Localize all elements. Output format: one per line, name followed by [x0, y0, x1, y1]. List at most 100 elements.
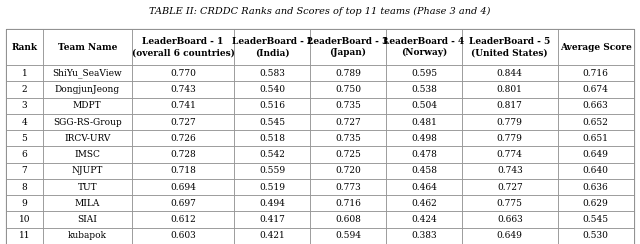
Bar [132, 146, 234, 163]
Bar [557, 29, 634, 65]
Text: 0.726: 0.726 [170, 134, 196, 143]
Bar [557, 146, 634, 163]
Text: Team Name: Team Name [58, 43, 117, 52]
Bar [462, 195, 557, 212]
Text: 0.801: 0.801 [497, 85, 523, 94]
Text: 0.741: 0.741 [170, 101, 196, 110]
Bar [234, 81, 310, 98]
Text: 0.640: 0.640 [582, 166, 609, 175]
Text: 0.542: 0.542 [259, 150, 285, 159]
Bar [6, 29, 43, 65]
Text: 0.652: 0.652 [582, 118, 609, 126]
Text: 9: 9 [22, 199, 28, 208]
Bar [557, 163, 634, 179]
Bar [462, 130, 557, 146]
Bar [310, 98, 386, 114]
Bar [310, 195, 386, 212]
Text: 0.716: 0.716 [582, 69, 609, 78]
Bar [43, 228, 132, 244]
Text: LeaderBoard - 1
(overall 6 countries): LeaderBoard - 1 (overall 6 countries) [132, 37, 234, 57]
Bar [132, 228, 234, 244]
Text: 0.779: 0.779 [497, 118, 523, 126]
Text: LeaderBoard - 2
(India): LeaderBoard - 2 (India) [232, 37, 313, 57]
Bar [310, 146, 386, 163]
Text: 0.725: 0.725 [335, 150, 361, 159]
Text: 0.674: 0.674 [582, 85, 609, 94]
Bar [557, 195, 634, 212]
Text: MDPT: MDPT [73, 101, 102, 110]
Bar [6, 65, 43, 81]
Bar [6, 81, 43, 98]
Text: kubapok: kubapok [68, 231, 107, 240]
Text: 0.727: 0.727 [170, 118, 196, 126]
Text: 1: 1 [22, 69, 28, 78]
Bar [43, 114, 132, 130]
Text: 0.718: 0.718 [170, 166, 196, 175]
Bar [557, 228, 634, 244]
Bar [462, 228, 557, 244]
Text: 0.735: 0.735 [335, 101, 361, 110]
Text: 0.424: 0.424 [411, 215, 437, 224]
Bar [557, 81, 634, 98]
Text: SIAI: SIAI [77, 215, 97, 224]
Text: 5: 5 [22, 134, 28, 143]
Text: 0.583: 0.583 [259, 69, 285, 78]
Text: 0.478: 0.478 [411, 150, 437, 159]
Bar [234, 146, 310, 163]
Bar [234, 130, 310, 146]
Bar [386, 98, 462, 114]
Bar [310, 163, 386, 179]
Text: 0.750: 0.750 [335, 85, 361, 94]
Text: 0.540: 0.540 [259, 85, 285, 94]
Bar [386, 114, 462, 130]
Bar [43, 29, 132, 65]
Text: 0.545: 0.545 [259, 118, 285, 126]
Text: 0.716: 0.716 [335, 199, 361, 208]
Text: 10: 10 [19, 215, 30, 224]
Bar [310, 81, 386, 98]
Text: IMSC: IMSC [74, 150, 100, 159]
Bar [462, 212, 557, 228]
Text: 0.629: 0.629 [583, 199, 609, 208]
Text: 0.728: 0.728 [170, 150, 196, 159]
Text: 0.458: 0.458 [411, 166, 437, 175]
Bar [132, 114, 234, 130]
Bar [310, 29, 386, 65]
Text: Rank: Rank [12, 43, 38, 52]
Bar [310, 179, 386, 195]
Bar [43, 179, 132, 195]
Bar [462, 81, 557, 98]
Text: 0.559: 0.559 [259, 166, 285, 175]
Text: 0.817: 0.817 [497, 101, 523, 110]
Text: 0.519: 0.519 [259, 183, 285, 192]
Bar [43, 195, 132, 212]
Bar [234, 228, 310, 244]
Bar [386, 29, 462, 65]
Text: 11: 11 [19, 231, 30, 240]
Text: 0.462: 0.462 [411, 199, 437, 208]
Text: 0.727: 0.727 [497, 183, 523, 192]
Text: 0.383: 0.383 [411, 231, 436, 240]
Text: 0.504: 0.504 [411, 101, 437, 110]
Text: 0.789: 0.789 [335, 69, 361, 78]
Text: LeaderBoard - 4
(Norway): LeaderBoard - 4 (Norway) [383, 37, 465, 57]
Text: LeaderBoard - 5
(United States): LeaderBoard - 5 (United States) [469, 37, 550, 57]
Bar [557, 98, 634, 114]
Bar [132, 130, 234, 146]
Bar [132, 98, 234, 114]
Text: 0.735: 0.735 [335, 134, 361, 143]
Bar [462, 146, 557, 163]
Text: 8: 8 [22, 183, 28, 192]
Text: 4: 4 [22, 118, 28, 126]
Text: 0.595: 0.595 [411, 69, 437, 78]
Text: 0.498: 0.498 [411, 134, 437, 143]
Text: 0.770: 0.770 [170, 69, 196, 78]
Text: 0.773: 0.773 [335, 183, 361, 192]
Text: 0.663: 0.663 [583, 101, 609, 110]
Text: 0.649: 0.649 [497, 231, 523, 240]
Bar [310, 130, 386, 146]
Bar [462, 163, 557, 179]
Text: DongjunJeong: DongjunJeong [54, 85, 120, 94]
Text: 0.612: 0.612 [170, 215, 196, 224]
Bar [234, 179, 310, 195]
